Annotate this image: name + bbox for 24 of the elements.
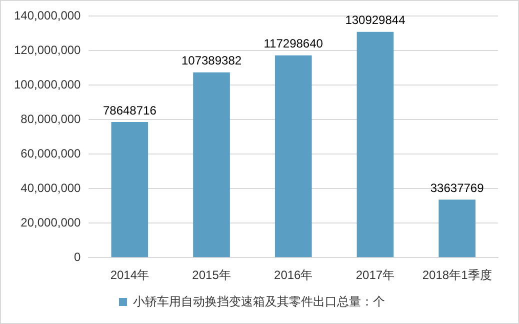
x-tick-label: 2017年 [356,268,395,282]
legend-label: 小轿车用自动换挡变速箱及其零件出口总量：个 [133,294,385,308]
y-tick-label: 100,000,000 [14,77,82,92]
bar [438,200,476,258]
bar [274,55,312,258]
data-label: 107389382 [181,54,242,68]
x-tick-label: 2018年1季度 [422,268,492,282]
y-tick-label: 140,000,000 [14,8,82,23]
bar [356,32,394,258]
x-tick-label: 2014年 [110,268,150,282]
bar [193,72,230,258]
y-tick-label: 0 [74,250,82,264]
x-tick-label: 2016年 [274,268,313,282]
y-tick-label: 20,000,000 [20,215,82,230]
y-tick-label: 120,000,000 [14,43,82,57]
y-tick-label: 40,000,000 [20,180,82,195]
y-tick-label: 60,000,000 [20,146,82,160]
data-label: 117298640 [264,36,324,51]
bar [111,122,148,258]
data-label: 78648716 [102,103,157,118]
data-label: 130929844 [345,13,406,28]
x-tick-label: 2015年 [192,268,231,282]
data-label: 33637769 [430,180,484,195]
y-tick-label: 80,000,000 [20,112,82,126]
